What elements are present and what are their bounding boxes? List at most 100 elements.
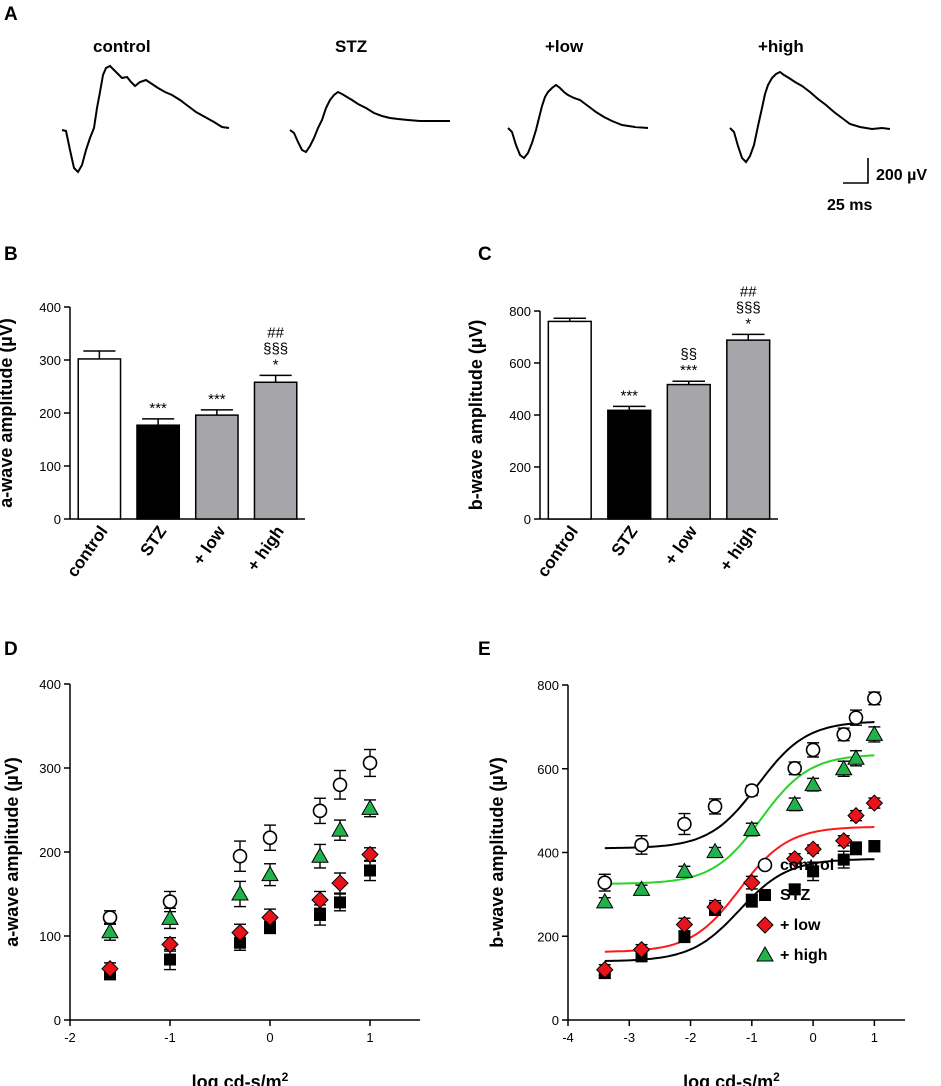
y-tick-label-200: 200 bbox=[39, 406, 61, 421]
panel-c-bar-chart: C 0 200 400 600 800 b-wave amplitude (µV) cont… bbox=[466, 244, 778, 580]
point-control-8 bbox=[848, 710, 864, 725]
panel-d-scatter: D 0 100 200 300 400 a-wave amplitude (µV) -2 -1… bbox=[2, 639, 420, 1086]
point-high-1 bbox=[161, 909, 179, 925]
point-high-3 bbox=[261, 865, 279, 882]
legend-label-low: + low bbox=[780, 917, 821, 934]
y-axis-title: a-wave amplitude (µV) bbox=[2, 757, 22, 946]
erg-trace-low bbox=[507, 83, 649, 160]
y-tick-label-400: 400 bbox=[39, 677, 61, 692]
trace-label-stz: STZ bbox=[335, 37, 367, 56]
point-legend-high-marker bbox=[756, 945, 774, 962]
x-tick-label-1: 1 bbox=[366, 1030, 373, 1045]
y-tick-label-200: 200 bbox=[537, 929, 559, 944]
y-tick-label-400: 400 bbox=[509, 408, 531, 423]
significance-low-1: §§ bbox=[680, 346, 697, 363]
point-low-0 bbox=[596, 961, 614, 979]
point-high-4 bbox=[311, 847, 329, 863]
x-tick-label-1: 1 bbox=[871, 1030, 878, 1045]
fit-curve-high bbox=[604, 754, 875, 885]
significance-high-2: ## bbox=[267, 324, 284, 341]
point-high-6 bbox=[804, 775, 822, 792]
point-high-6 bbox=[361, 799, 379, 815]
point-low-3 bbox=[261, 908, 279, 927]
trace-label-control: control bbox=[93, 37, 151, 56]
point-high-2 bbox=[675, 862, 694, 878]
point-low-1 bbox=[632, 940, 651, 959]
erg-trace-high bbox=[729, 70, 891, 164]
erg-trace-stz bbox=[289, 90, 450, 154]
point-control-2 bbox=[232, 848, 248, 864]
bar-high bbox=[726, 339, 771, 520]
point-stz-8 bbox=[849, 842, 862, 855]
point-control-4 bbox=[744, 783, 760, 798]
trace-label-low: +low bbox=[545, 37, 584, 56]
y-tick-label-600: 600 bbox=[537, 762, 559, 777]
significance-high-2: ## bbox=[740, 283, 757, 300]
x-category-label-stz: STZ bbox=[136, 522, 170, 559]
y-tick-label-100: 100 bbox=[39, 459, 61, 474]
legend-label-control: control bbox=[780, 857, 834, 874]
y-tick-label-200: 200 bbox=[509, 460, 531, 475]
point-stz-6 bbox=[807, 865, 820, 878]
y-axis-title: b-wave amplitude (µV) bbox=[466, 320, 486, 510]
point-control-2 bbox=[677, 816, 692, 832]
point-low-0 bbox=[101, 960, 119, 978]
point-low-4 bbox=[743, 873, 761, 892]
point-control-9 bbox=[867, 691, 882, 706]
x-axis-title: log cd-s/m2 bbox=[683, 1070, 780, 1086]
point-control-7 bbox=[836, 727, 852, 742]
point-low-4 bbox=[311, 891, 329, 909]
point-stz-3 bbox=[264, 921, 276, 934]
point-high-7 bbox=[834, 759, 853, 776]
bar-low bbox=[666, 383, 711, 520]
trace-label-high: +high bbox=[758, 37, 804, 56]
panel-letter-d: D bbox=[4, 639, 18, 660]
y-axis-title: b-wave amplitude (µV) bbox=[487, 757, 507, 947]
point-control-1 bbox=[162, 894, 178, 909]
y-tick-label-400: 400 bbox=[39, 300, 61, 315]
point-low-2 bbox=[675, 915, 694, 934]
point-high-0 bbox=[101, 922, 119, 939]
point-high-3 bbox=[706, 842, 724, 859]
significance-stz-0: *** bbox=[149, 400, 167, 417]
bar-high bbox=[253, 381, 298, 520]
point-low-5 bbox=[786, 850, 804, 868]
point-legend-low-marker bbox=[756, 916, 774, 934]
x-tick-label-0: 0 bbox=[266, 1030, 273, 1045]
x-tick-label-4: -4 bbox=[562, 1030, 574, 1045]
point-stz-2 bbox=[678, 931, 691, 944]
panel-e-scatter: E 0 200 400 600 800 b-wave amplitude (µV) -4 -3… bbox=[478, 639, 905, 1086]
point-control-0 bbox=[597, 875, 613, 890]
point-stz-6 bbox=[364, 864, 376, 877]
point-control-5 bbox=[787, 761, 803, 776]
y-tick-label-0: 0 bbox=[552, 1013, 559, 1028]
point-low-6 bbox=[804, 840, 822, 858]
significance-low-0: *** bbox=[208, 391, 226, 408]
point-control-3 bbox=[707, 799, 723, 814]
panel-b-bar-chart: B 0 100 200 300 400 a-wave amplitude (µV) cont… bbox=[0, 244, 305, 580]
scale-bar-time: 25 ms bbox=[827, 197, 872, 214]
point-control-3 bbox=[262, 830, 278, 846]
x-tick-label-1: -1 bbox=[746, 1030, 758, 1045]
point-high-2 bbox=[231, 884, 249, 901]
point-control-6 bbox=[805, 742, 821, 758]
point-legend-control-marker bbox=[757, 857, 773, 873]
y-tick-label-0: 0 bbox=[54, 1013, 61, 1028]
point-control-5 bbox=[332, 777, 348, 793]
point-low-3 bbox=[706, 898, 724, 916]
significance-stz-0: *** bbox=[620, 387, 638, 404]
y-tick-label-100: 100 bbox=[39, 929, 61, 944]
point-stz-5 bbox=[334, 896, 346, 909]
point-control-1 bbox=[634, 837, 649, 853]
y-tick-label-600: 600 bbox=[509, 356, 531, 371]
point-stz-4 bbox=[745, 894, 758, 907]
panel-a: A control STZ +low +high 200 µV 25 ms bbox=[4, 4, 927, 214]
x-tick-label-2: -2 bbox=[685, 1030, 697, 1045]
panel-letter-e: E bbox=[478, 639, 491, 660]
significance-high-1: §§§ bbox=[736, 299, 761, 316]
point-control-4 bbox=[312, 803, 328, 819]
legend-label-high: + high bbox=[780, 947, 828, 964]
point-high-0 bbox=[595, 892, 614, 909]
y-tick-label-200: 200 bbox=[39, 845, 61, 860]
point-high-4 bbox=[742, 820, 761, 836]
